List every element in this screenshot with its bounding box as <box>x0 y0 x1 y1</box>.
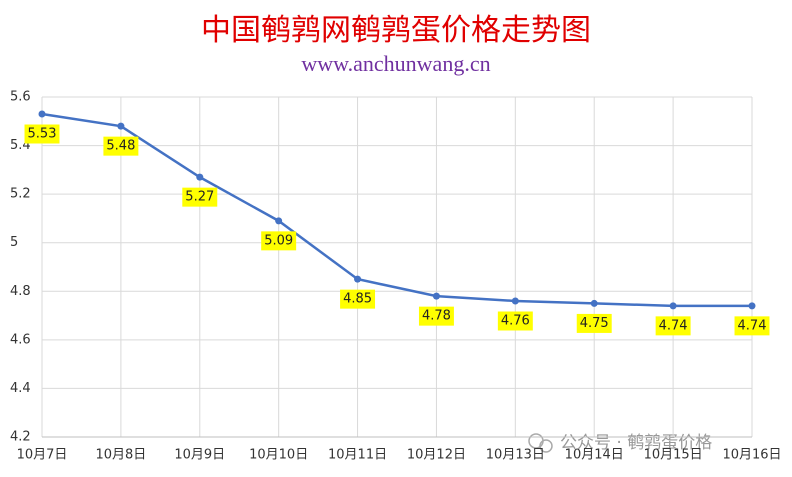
y-tick-label: 4.2 <box>10 430 31 445</box>
x-tick-label: 10月14日 <box>565 448 624 463</box>
watermark-icon <box>528 433 553 453</box>
data-label-box <box>261 231 297 251</box>
x-tick-label: 10月12日 <box>407 448 466 463</box>
data-label-box <box>340 289 376 309</box>
x-tick-label: 10月16日 <box>722 448 781 463</box>
data-label-box <box>576 313 612 333</box>
data-label-text: 4.74 <box>738 318 767 333</box>
data-label: 4.76 <box>497 311 533 331</box>
data-label-text: 5.09 <box>264 233 293 248</box>
x-tick-label: 10月8日 <box>95 448 146 463</box>
point <box>196 173 204 181</box>
chart-title: 中国鹌鹑网鹌鹑蛋价格走势图 <box>201 13 591 48</box>
y-tick-label: 5.6 <box>10 90 31 105</box>
data-label-box <box>418 306 454 326</box>
y-tick-label: 5.2 <box>10 187 31 202</box>
x-tick-label: 10月13日 <box>486 448 545 463</box>
y-tick-label: 4.8 <box>10 284 31 299</box>
data-label-box <box>24 124 60 144</box>
data-label: 5.27 <box>182 187 218 207</box>
data-label-text: 5.53 <box>28 127 57 142</box>
point <box>669 302 677 310</box>
data-label-text: 5.48 <box>106 139 135 154</box>
data-label-text: 5.27 <box>185 190 214 205</box>
y-tick-label: 5 <box>10 235 18 250</box>
data-label: 5.53 <box>24 124 60 144</box>
data-label: 5.09 <box>261 231 297 251</box>
watermark: 公众号 · 鹌鹑蛋价格 <box>560 433 712 453</box>
x-tick-label: 10月15日 <box>644 448 703 463</box>
data-label: 4.75 <box>576 313 612 333</box>
x-tick-label: 10月11日 <box>328 448 387 463</box>
data-label: 5.48 <box>103 136 139 156</box>
data-label-box <box>734 316 770 336</box>
data-label-text: 4.85 <box>343 292 372 307</box>
data-label-text: 4.74 <box>659 318 688 333</box>
line <box>41 112 752 308</box>
y-tick-label: 4.4 <box>10 381 31 396</box>
data-label-box <box>182 187 218 207</box>
point <box>590 299 598 307</box>
data-label: 4.74 <box>655 316 691 336</box>
y-tick-label: 4.6 <box>10 332 31 347</box>
x-tick-label: 10月10日 <box>249 448 308 463</box>
x-tick-label: 10月7日 <box>17 448 68 463</box>
point <box>354 275 362 283</box>
chart-subtitle: www.anchunwang.cn <box>301 51 490 76</box>
x-tick-label: 10月9日 <box>174 448 225 463</box>
point <box>275 217 283 225</box>
point <box>117 122 125 130</box>
data-label-text: 4.78 <box>422 309 451 324</box>
point <box>38 110 46 118</box>
point <box>748 302 756 310</box>
data-label: 4.78 <box>418 306 454 326</box>
point <box>432 292 440 300</box>
data-label-box <box>655 316 691 336</box>
point <box>511 297 519 305</box>
data-label-text: 4.75 <box>580 316 609 331</box>
data-label-box <box>497 311 533 331</box>
data-label-box <box>103 136 139 156</box>
data-label: 4.85 <box>340 289 376 309</box>
data-label: 4.74 <box>734 316 770 336</box>
data-label-text: 4.76 <box>501 314 530 329</box>
